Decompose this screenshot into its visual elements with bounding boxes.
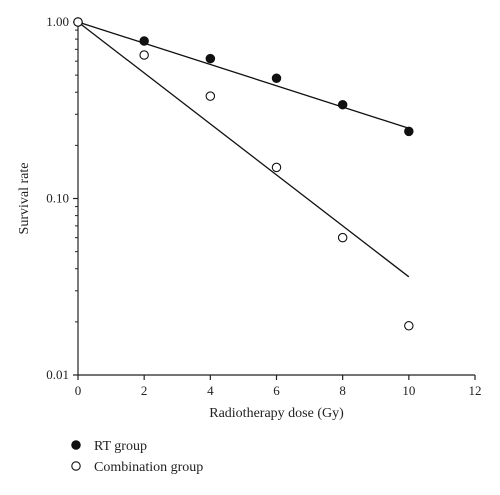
y-tick-label-1.00: 1.00 <box>46 14 69 29</box>
fit-lines <box>77 21 410 278</box>
rt-group-point <box>337 99 348 110</box>
x-tick-label-8: 8 <box>339 383 346 398</box>
x-tick-label-10: 10 <box>402 383 415 398</box>
legend-marker-rt-group <box>71 440 81 450</box>
x-axis-label: Radiotherapy dose (Gy) <box>209 406 344 421</box>
legend: RT group Combination group <box>71 439 203 475</box>
x-axis-ticks: 0 2 4 6 8 10 12 <box>75 375 482 398</box>
rt-group-point <box>205 53 216 64</box>
y-tick-label-0.01: 0.01 <box>46 367 69 382</box>
rt-group-point <box>404 126 414 137</box>
rt-group-point <box>271 73 282 84</box>
x-tick-label-12: 12 <box>469 383 482 398</box>
legend-label-rt-group: RT group <box>94 439 147 454</box>
combination-group-point <box>271 162 282 173</box>
combination-group-point <box>337 232 348 243</box>
x-tick-label-2: 2 <box>141 383 148 398</box>
plot-area: 0 2 4 6 8 10 12 0.01 0.10 1.00 <box>46 14 481 398</box>
x-tick-label-6: 6 <box>273 383 280 398</box>
combination-group-point <box>205 91 216 101</box>
legend-marker-combination-group <box>71 461 81 471</box>
legend-label-combination-group: Combination group <box>94 460 203 475</box>
combination-group-point <box>404 321 414 331</box>
combination-group-fit-line <box>77 21 410 278</box>
rt-group-point <box>139 36 149 46</box>
combination-group-point <box>73 17 83 27</box>
data-points <box>73 17 414 331</box>
x-tick-label-4: 4 <box>207 383 214 398</box>
rt-group-fit-line <box>77 21 410 129</box>
y-axis-ticks: 0.01 0.10 1.00 <box>46 14 78 382</box>
y-axis-label: Survival rate <box>17 163 32 235</box>
combination-group-point <box>139 50 149 60</box>
x-tick-label-0: 0 <box>75 383 82 398</box>
y-tick-label-0.10: 0.10 <box>46 191 69 206</box>
